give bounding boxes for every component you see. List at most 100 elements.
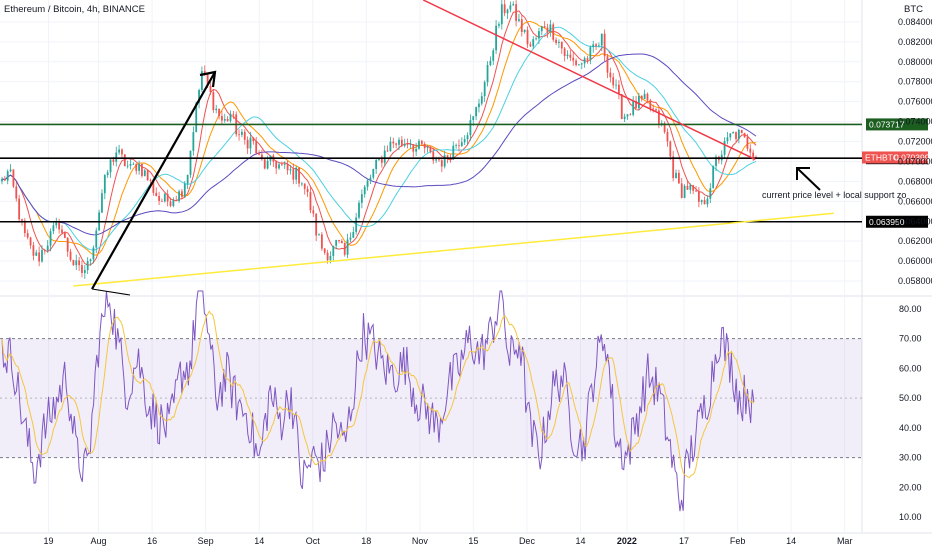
candle-body [532, 39, 535, 47]
candle-body [223, 118, 226, 121]
candle-body [563, 48, 566, 56]
current-price-tag [862, 151, 928, 164]
currency-label: BTC [904, 4, 923, 15]
current-price-symbol: ETHBTC [865, 152, 899, 162]
candle-body [149, 180, 152, 181]
price-candles[interactable] [1, 0, 757, 279]
candle-body [158, 196, 160, 201]
candle-body [495, 25, 497, 51]
candle-body [697, 191, 700, 202]
candle-body [560, 41, 563, 49]
time-axis[interactable]: 19 Aug 16 Sep 14 Oct 18 Nov 15 Dec 14 2022 17 Feb 14 Ma… [44, 536, 853, 546]
candle-body [203, 71, 206, 75]
candle-body [672, 156, 675, 179]
candle-body [23, 220, 26, 234]
candle-body [320, 234, 323, 249]
candle-body [49, 231, 52, 246]
candle-body [143, 170, 146, 176]
candle-body [146, 170, 149, 181]
rsi-tick-label: 60.00 [899, 363, 922, 373]
candle-body [346, 239, 349, 255]
time-tick-label: 14 [254, 536, 264, 546]
candle-body [89, 259, 92, 262]
candle-body [752, 152, 755, 157]
candle-body [72, 259, 75, 266]
candle-body [26, 233, 29, 238]
candle-body [3, 178, 6, 181]
candle-body [683, 185, 686, 198]
candle-body [55, 221, 58, 226]
candle-body [249, 137, 252, 149]
candle-body [649, 100, 652, 109]
candle-body [558, 41, 560, 43]
candle-body [75, 260, 78, 266]
candle-body [475, 107, 478, 117]
price-tick-label: 0.076000 [898, 97, 932, 107]
candle-body [201, 71, 203, 91]
candle-body [52, 225, 55, 232]
candle-body [389, 141, 392, 152]
trendlines[interactable] [73, 0, 834, 287]
level-tag-value: 0.063950 [869, 217, 905, 227]
candle-body [83, 270, 86, 273]
candle-body [669, 141, 672, 157]
candle-body [163, 193, 166, 202]
moving-average-lines [1, 10, 757, 266]
rsi-axis[interactable]: 10.00 20.00 30.00 40.00 50.00 60.00 70.00 80.00 [899, 304, 922, 522]
candle-body [229, 113, 232, 121]
candle-body [126, 165, 129, 167]
candle-body [646, 93, 649, 101]
candle-body [138, 164, 140, 171]
candle-body [686, 185, 689, 190]
candle-body [609, 72, 612, 78]
candle-body [663, 123, 666, 132]
candle-body [592, 44, 595, 48]
candle-body [623, 116, 626, 120]
candle-body [586, 58, 589, 60]
candle-body [129, 163, 132, 166]
candle-body [61, 229, 63, 233]
candle-body [103, 175, 106, 194]
time-tick-label: Oct [306, 536, 321, 546]
candle-body [469, 120, 472, 136]
candle-body [483, 82, 486, 97]
price-axis[interactable]: 0.058000 0.060000 0.062000 0.064000 0.066000… [898, 17, 932, 286]
price-tick-label: 0.074000 [898, 117, 932, 127]
candle-body [449, 159, 452, 160]
candle-body [526, 29, 529, 45]
candle-body [415, 148, 418, 152]
moving-average-line [1, 53, 757, 236]
candle-body [549, 24, 552, 33]
candle-body [46, 245, 49, 251]
candle-body [512, 4, 515, 6]
candle-body [446, 155, 449, 160]
candle-body [261, 154, 263, 160]
candle-body [655, 109, 657, 111]
candle-body [335, 239, 338, 246]
candle-body [458, 145, 460, 147]
candle-body [366, 180, 369, 187]
candle-body [598, 45, 600, 47]
candle-body [315, 213, 318, 236]
drawings[interactable] [91, 70, 821, 296]
candle-body [429, 147, 432, 152]
candle-body [161, 200, 163, 202]
candle-body [38, 252, 41, 262]
candle-body [63, 232, 66, 238]
price-tick-label: 0.064000 [898, 216, 932, 226]
candle-body [569, 54, 572, 58]
candle-body [455, 145, 458, 147]
price-tick-label: 0.078000 [898, 77, 932, 87]
candle-body [486, 64, 489, 83]
rsi-panel[interactable] [0, 290, 862, 512]
candle-body [9, 169, 12, 172]
candle-body [358, 202, 360, 218]
candle-body [740, 129, 743, 134]
candle-body [500, 4, 503, 25]
candle-body [626, 114, 629, 117]
candle-body [395, 143, 398, 145]
time-tick-label: 16 [147, 536, 157, 546]
candle-body [523, 29, 526, 33]
